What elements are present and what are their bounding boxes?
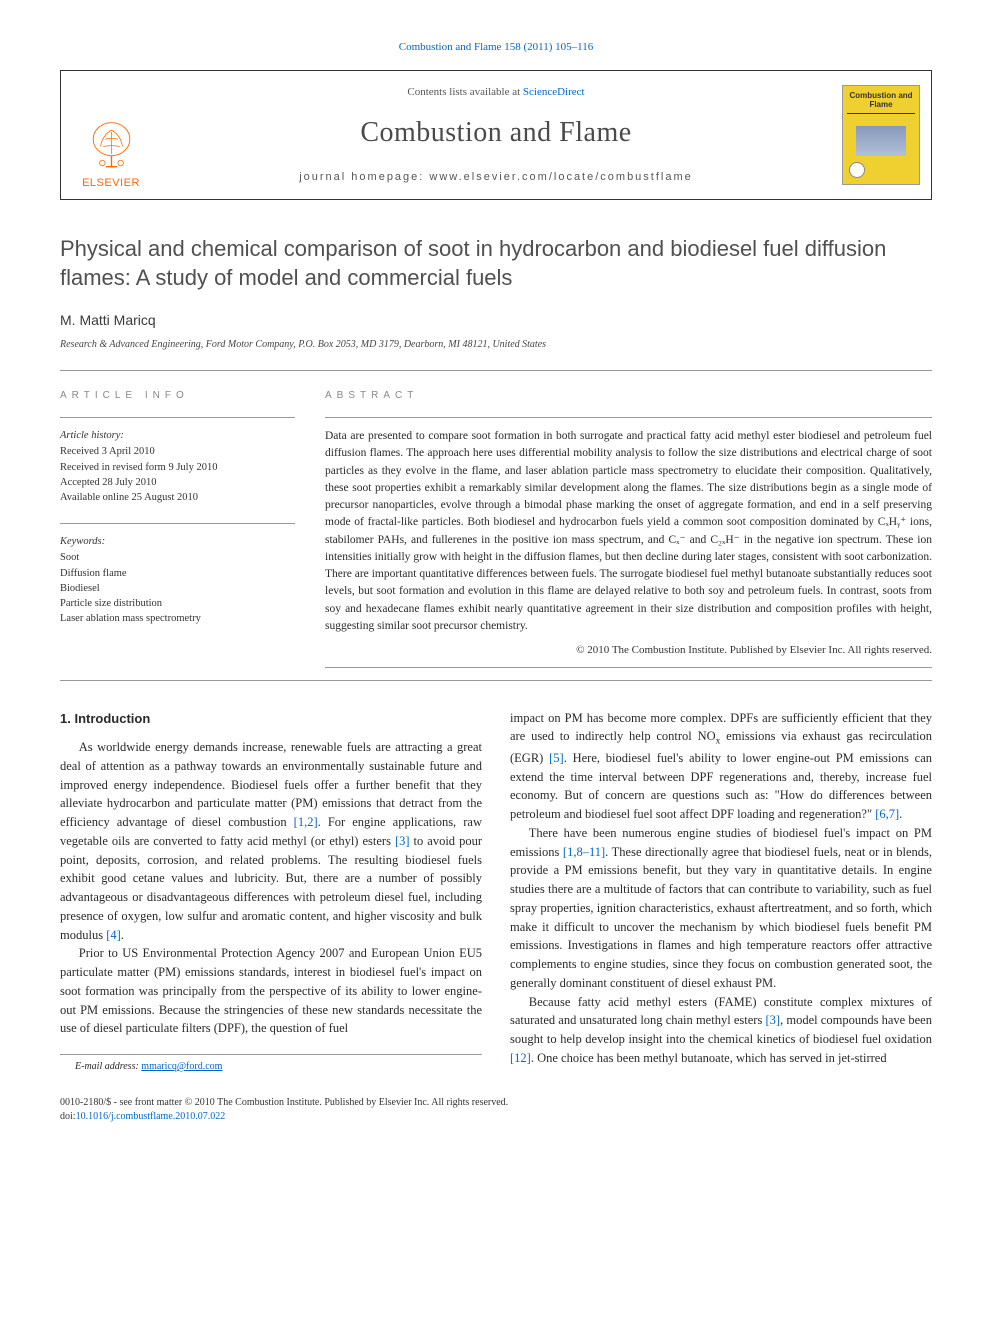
divider [325,417,932,418]
history-line: Received in revised form 9 July 2010 [60,460,295,475]
journal-cover-thumb: Combustion and Flame [842,85,920,185]
divider [60,523,295,524]
journal-header: ELSEVIER Contents lists available at Sci… [60,70,932,200]
text-run: . Here, biodiesel fuel's ability to lowe… [510,751,932,821]
email-link[interactable]: mmaricq@ford.com [141,1061,222,1072]
sciencedirect-link[interactable]: ScienceDirect [523,86,585,98]
body-columns: 1. Introduction As worldwide energy dema… [60,709,932,1075]
history-line: Available online 25 August 2010 [60,490,295,505]
email-block: E-mail address: mmaricq@ford.com [60,1054,482,1074]
footer-doi-line: doi:10.1016/j.combustflame.2010.07.022 [60,1110,932,1124]
article-history-block: Article history: Received 3 April 2010 R… [60,428,295,505]
abstract-label: abstract [325,389,932,403]
contents-prefix: Contents lists available at [407,86,522,98]
ref-link[interactable]: [4] [106,928,121,942]
doi-link[interactable]: 10.1016/j.combustflame.2010.07.022 [76,1111,226,1122]
cover-thumb-area: Combustion and Flame [831,71,931,199]
text-run: . [899,807,902,821]
history-heading: Article history: [60,428,295,443]
body-paragraph: There have been numerous engine studies … [510,824,932,993]
divider [325,667,932,668]
info-abstract-row: article info Article history: Received 3… [60,371,932,667]
doi-label: doi: [60,1111,76,1122]
abstract-copyright: © 2010 The Combustion Institute. Publish… [325,643,932,658]
contents-list-line: Contents lists available at ScienceDirec… [407,85,584,100]
text-run: to avoid pour point, deposits, corrosion… [60,834,482,942]
elsevier-logo: ELSEVIER [82,119,140,191]
article-info-column: article info Article history: Received 3… [60,371,295,667]
article-title: Physical and chemical comparison of soot… [60,235,932,292]
section-heading: 1. Introduction [60,709,482,729]
abstract-text: Data are presented to compare soot forma… [325,428,932,635]
footer-copyright: 0010-2180/$ - see front matter © 2010 Th… [60,1096,932,1110]
cover-title: Combustion and Flame [847,92,915,114]
ref-link[interactable]: [3] [766,1013,781,1027]
text-run: . These directionally agree that biodies… [510,845,932,990]
homepage-url: www.elsevier.com/locate/combustflame [429,171,692,183]
body-paragraph: Because fatty acid methyl esters (FAME) … [510,993,932,1068]
journal-citation: Combustion and Flame 158 (2011) 105–116 [60,40,932,55]
header-center: Contents lists available at ScienceDirec… [161,71,831,199]
body-paragraph: As worldwide energy demands increase, re… [60,738,482,944]
author-affiliation: Research & Advanced Engineering, Ford Mo… [60,338,932,352]
history-line: Accepted 28 July 2010 [60,475,295,490]
elsevier-tree-icon [84,119,139,174]
homepage-prefix: journal homepage: [299,171,429,183]
ref-link[interactable]: [1,2] [294,815,318,829]
divider [60,417,295,418]
ref-link[interactable]: [12] [510,1051,531,1065]
journal-name: Combustion and Flame [360,113,631,152]
body-paragraph: impact on PM has become more complex. DP… [510,709,932,824]
keyword: Particle size distribution [60,596,295,611]
text-run: . One choice has been methyl butanoate, … [531,1051,887,1065]
ref-link[interactable]: [5] [549,751,564,765]
body-paragraph: Prior to US Environmental Protection Age… [60,944,482,1038]
cover-badge-icon [849,162,865,178]
ref-link[interactable]: [3] [395,834,410,848]
author-name: M. Matti Maricq [60,311,932,331]
history-line: Received 3 April 2010 [60,444,295,459]
abstract-column: abstract Data are presented to compare s… [325,371,932,667]
ref-link[interactable]: [1,8–11] [563,845,605,859]
page-footer: 0010-2180/$ - see front matter © 2010 Th… [60,1096,932,1124]
ref-link[interactable]: [6,7] [875,807,899,821]
elsevier-label: ELSEVIER [82,176,140,191]
article-info-label: article info [60,389,295,403]
cover-image-placeholder [856,126,906,156]
keywords-block: Keywords: Soot Diffusion flame Biodiesel… [60,534,295,626]
keyword: Laser ablation mass spectrometry [60,611,295,626]
keywords-heading: Keywords: [60,534,295,549]
journal-homepage: journal homepage: www.elsevier.com/locat… [299,170,693,185]
keyword: Soot [60,550,295,565]
keyword: Diffusion flame [60,566,295,581]
divider [60,680,932,681]
text-run: . [121,928,124,942]
email-label: E-mail address: [75,1061,139,1072]
keyword: Biodiesel [60,581,295,596]
publisher-logo-area: ELSEVIER [61,71,161,199]
